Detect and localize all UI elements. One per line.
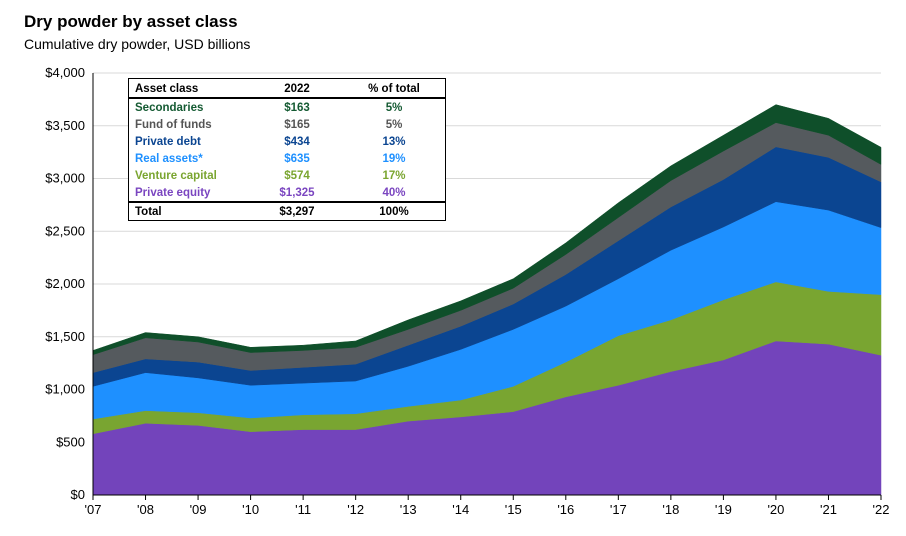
legend-row: Private debt $434 13% bbox=[129, 133, 446, 150]
x-tick-label: '18 bbox=[662, 502, 679, 517]
x-tick-label: '13 bbox=[400, 502, 417, 517]
legend-row: Secondaries $163 5% bbox=[129, 98, 446, 116]
legend-row: Real assets* $635 19% bbox=[129, 150, 446, 167]
y-tick-label: $1,000 bbox=[45, 382, 85, 397]
legend-value: $163 bbox=[284, 101, 310, 114]
total-label: Total bbox=[128, 201, 251, 221]
x-tick-label: '20 bbox=[767, 502, 784, 517]
legend-row: Fund of funds $165 5% bbox=[129, 116, 446, 133]
x-tick-label: '16 bbox=[557, 502, 574, 517]
x-tick-label: '11 bbox=[295, 502, 311, 517]
y-tick-label: $500 bbox=[56, 434, 85, 449]
y-tick-label: $0 bbox=[71, 487, 85, 502]
x-tick-label: '08 bbox=[137, 502, 154, 517]
legend-name: Secondaries bbox=[135, 101, 204, 114]
total-pct: 100% bbox=[343, 201, 446, 221]
legend-name: Private debt bbox=[135, 135, 201, 148]
legend-pct: 13% bbox=[382, 135, 406, 148]
x-tick-label: '21 bbox=[820, 502, 837, 517]
x-tick-label: '10 bbox=[242, 502, 259, 517]
legend-value: $635 bbox=[284, 152, 310, 165]
legend-name: Fund of funds bbox=[135, 118, 212, 131]
x-tick-label: '09 bbox=[190, 502, 207, 517]
legend-row: Private equity $1,325 40% bbox=[129, 184, 446, 202]
x-tick-label: '12 bbox=[347, 502, 364, 517]
legend-name: Venture capital bbox=[135, 169, 217, 182]
legend-name: Real assets* bbox=[135, 152, 203, 165]
legend-value: $165 bbox=[284, 118, 310, 131]
y-tick-label: $3,000 bbox=[45, 171, 85, 186]
x-tick-label: '14 bbox=[452, 502, 469, 517]
legend-header-row: Asset class 2022 % of total bbox=[128, 78, 446, 99]
x-tick-label: '17 bbox=[610, 502, 627, 517]
legend-value: $574 bbox=[284, 169, 310, 182]
legend-total-row: Total $3,297 100% bbox=[128, 201, 446, 221]
x-tick-label: '07 bbox=[85, 502, 102, 517]
y-tick-label: $4,000 bbox=[45, 65, 85, 80]
y-tick-label: $2,500 bbox=[45, 223, 85, 238]
legend-value: $434 bbox=[284, 135, 310, 148]
x-tick-label: '15 bbox=[505, 502, 522, 517]
y-tick-label: $2,000 bbox=[45, 276, 85, 291]
x-tick-label: '19 bbox=[715, 502, 732, 517]
legend-row: Venture capital $574 17% bbox=[129, 167, 446, 184]
legend-pct: 40% bbox=[382, 186, 406, 199]
chart-subtitle: Cumulative dry powder, USD billions bbox=[24, 36, 251, 52]
legend-pct: 5% bbox=[385, 118, 403, 131]
header-pct: % of total bbox=[343, 78, 446, 99]
y-tick-label: $3,500 bbox=[45, 118, 85, 133]
chart-title: Dry powder by asset class bbox=[24, 12, 238, 31]
legend-value: $1,325 bbox=[279, 186, 315, 199]
y-tick-label: $1,500 bbox=[45, 329, 85, 344]
legend-pct: 17% bbox=[382, 169, 406, 182]
legend-pct: 5% bbox=[385, 101, 403, 114]
legend-table: Asset class 2022 % of total Secondaries $… bbox=[128, 78, 446, 221]
total-value: $3,297 bbox=[251, 201, 343, 221]
legend-name: Private equity bbox=[135, 186, 211, 199]
header-year: 2022 bbox=[251, 78, 343, 99]
header-asset-class: Asset class bbox=[128, 78, 251, 99]
area-series-secondaries bbox=[92, 104, 882, 356]
x-tick-label: '22 bbox=[873, 502, 890, 517]
legend-pct: 19% bbox=[382, 152, 406, 165]
